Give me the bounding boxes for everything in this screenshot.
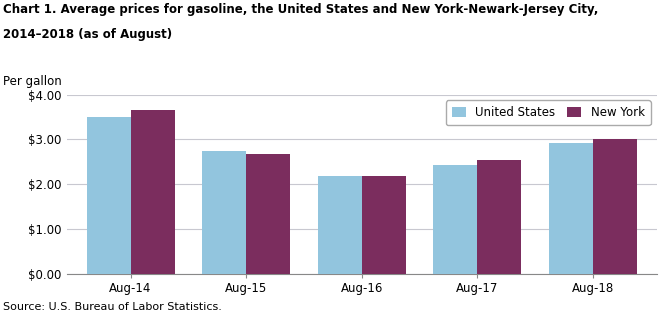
Bar [246,154,290,274]
Bar [433,164,478,274]
Bar [202,151,246,274]
Bar [549,143,593,274]
Bar [593,139,637,274]
Bar [362,176,406,274]
Bar [478,160,521,274]
Bar [318,176,362,274]
Text: Per gallon: Per gallon [3,75,62,88]
Bar [86,117,131,274]
Text: Chart 1. Average prices for gasoline, the United States and New York-Newark-Jers: Chart 1. Average prices for gasoline, th… [3,3,599,16]
Bar [131,110,174,274]
Legend: United States, New York: United States, New York [446,100,651,125]
Text: Source: U.S. Bureau of Labor Statistics.: Source: U.S. Bureau of Labor Statistics. [3,302,222,312]
Text: 2014–2018 (as of August): 2014–2018 (as of August) [3,28,172,41]
